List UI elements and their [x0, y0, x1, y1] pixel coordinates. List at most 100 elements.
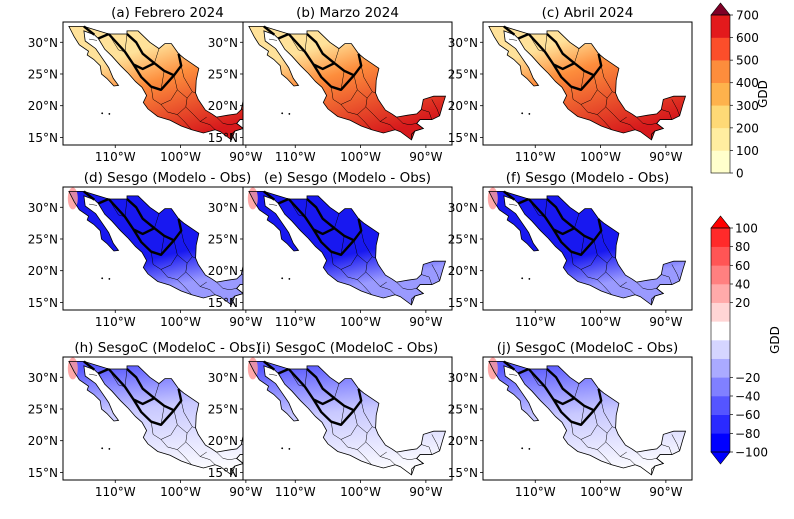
map-frame — [242, 356, 453, 481]
colorbar-segment — [711, 228, 730, 247]
coastline — [68, 26, 267, 141]
state-border — [671, 434, 680, 451]
region-border — [126, 198, 156, 230]
map-content — [247, 187, 447, 306]
state-border — [509, 38, 518, 41]
state-border — [600, 400, 616, 429]
coastline — [488, 191, 687, 306]
island — [281, 447, 284, 450]
colorbar-tick-label: 40 — [735, 278, 750, 292]
coastline — [68, 361, 267, 476]
colorbar-tick-label: −100 — [735, 446, 768, 460]
coastline — [488, 361, 687, 476]
lat-tick-label: 15°N — [28, 296, 58, 310]
state-border — [180, 230, 196, 259]
lat-tick-label: 30°N — [28, 201, 58, 215]
colorbar-extend-max — [710, 2, 731, 16]
state-border — [636, 451, 657, 460]
lat-tick-label: 30°N — [208, 371, 238, 385]
lat-tick-label: 30°N — [28, 371, 58, 385]
island — [288, 448, 291, 450]
panel-title: (b) Marzo 2024 — [296, 5, 399, 21]
region-border — [546, 368, 576, 400]
state-border — [353, 75, 373, 99]
lon-tick-label: 110°W — [95, 485, 136, 499]
lat-tick-label: 15°N — [208, 466, 238, 480]
region-border — [83, 360, 96, 371]
state-border — [177, 114, 192, 130]
lon-tick-label: 90°W — [409, 485, 442, 499]
map-panel: (c) Abril 2024 110°W 100°W 90°W 30°N 25°N 20°N… — [448, 5, 693, 164]
island — [108, 113, 111, 115]
state-border — [671, 264, 680, 281]
lon-tick-label: 110°W — [275, 315, 316, 329]
island — [101, 447, 104, 450]
map-content — [487, 187, 687, 306]
region-border — [306, 198, 336, 230]
country-border — [411, 454, 432, 475]
colorbar-segment — [711, 105, 730, 129]
colorbar-gdd: 700 600 500 400 300 200 100 0 GDD — [710, 2, 770, 181]
region-border — [126, 368, 156, 400]
region-border — [132, 228, 175, 256]
lat-tick-label: 30°N — [28, 36, 58, 50]
map-content — [487, 357, 687, 476]
lon-tick-label: 100°W — [580, 485, 621, 499]
lon-tick-label: 100°W — [340, 315, 381, 329]
island — [101, 277, 104, 280]
state-border — [620, 456, 636, 465]
colorbar-tick-label: 700 — [736, 9, 759, 23]
lat-tick-label: 20°N — [448, 99, 478, 113]
lat-tick-label: 20°N — [448, 264, 478, 278]
colorbar-label: GDD — [756, 80, 770, 108]
island — [528, 278, 531, 280]
region-border — [306, 33, 336, 65]
map-content — [68, 25, 267, 141]
region-border — [517, 32, 530, 40]
state-border — [269, 373, 278, 376]
map-frame — [242, 186, 453, 311]
lat-tick-label: 25°N — [448, 232, 478, 246]
lat-tick-label: 20°N — [28, 264, 58, 278]
region-border — [552, 228, 595, 256]
state-border — [357, 114, 372, 130]
colorbar-label: GDD — [768, 326, 782, 354]
panel-title: (e) Sesgo (Modelo - Obs) — [264, 170, 431, 186]
colorbar-tick-label: 20 — [735, 296, 750, 310]
state-border — [269, 203, 278, 206]
state-border — [380, 286, 396, 295]
region-border — [263, 190, 276, 201]
lon-tick-label: 100°W — [340, 150, 381, 164]
state-border — [431, 434, 440, 451]
lon-tick-label: 90°W — [229, 315, 262, 329]
lat-tick-label: 20°N — [28, 434, 58, 448]
state-border — [600, 230, 616, 259]
lon-tick-label: 90°W — [649, 315, 682, 329]
region-border — [97, 367, 110, 375]
state-border — [597, 449, 612, 465]
panel-title: (d) Sesgo (Modelo - Obs) — [84, 170, 251, 186]
colorbar-segment — [711, 60, 730, 84]
region-border — [312, 63, 355, 91]
lat-tick-label: 20°N — [208, 99, 238, 113]
panel-title: (h) SesgoC (ModeloC - Obs) — [74, 340, 260, 356]
state-border — [509, 203, 518, 206]
coastline — [68, 191, 267, 306]
state-border — [353, 240, 373, 264]
state-border — [269, 38, 278, 41]
state-border — [216, 451, 237, 460]
country-border — [411, 284, 432, 305]
state-border — [620, 286, 636, 295]
region-border — [83, 190, 96, 201]
panel-title: (j) SesgoC (ModeloC - Obs) — [497, 340, 678, 356]
coastline — [248, 361, 447, 476]
lat-tick-label: 15°N — [208, 131, 238, 145]
state-border — [661, 444, 673, 455]
colorbar-segment — [711, 358, 730, 378]
state-border — [365, 106, 387, 122]
region-border — [263, 25, 276, 36]
island — [60, 383, 62, 385]
state-border — [89, 38, 98, 41]
region-border — [277, 367, 290, 375]
state-border — [421, 444, 433, 455]
